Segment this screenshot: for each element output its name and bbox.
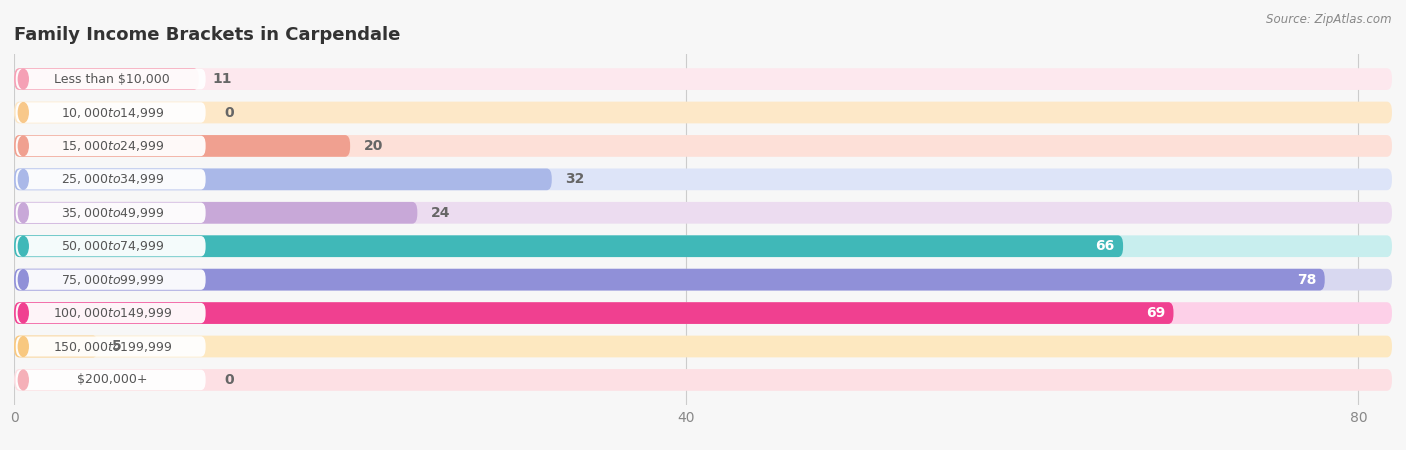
Text: Less than $10,000: Less than $10,000 bbox=[55, 72, 170, 86]
Text: 11: 11 bbox=[212, 72, 232, 86]
Text: 5: 5 bbox=[111, 339, 121, 354]
Text: 24: 24 bbox=[430, 206, 450, 220]
FancyBboxPatch shape bbox=[14, 202, 1392, 224]
FancyBboxPatch shape bbox=[14, 369, 1392, 391]
Circle shape bbox=[18, 69, 28, 89]
Circle shape bbox=[18, 203, 28, 223]
FancyBboxPatch shape bbox=[14, 302, 1174, 324]
FancyBboxPatch shape bbox=[14, 302, 1392, 324]
FancyBboxPatch shape bbox=[14, 168, 1392, 190]
FancyBboxPatch shape bbox=[14, 202, 418, 224]
FancyBboxPatch shape bbox=[14, 168, 551, 190]
Text: $50,000 to $74,999: $50,000 to $74,999 bbox=[60, 239, 165, 253]
Circle shape bbox=[18, 303, 28, 323]
Text: 32: 32 bbox=[565, 172, 585, 186]
Text: $100,000 to $149,999: $100,000 to $149,999 bbox=[52, 306, 172, 320]
Text: Source: ZipAtlas.com: Source: ZipAtlas.com bbox=[1267, 14, 1392, 27]
FancyBboxPatch shape bbox=[15, 202, 205, 223]
FancyBboxPatch shape bbox=[14, 269, 1324, 291]
Text: $25,000 to $34,999: $25,000 to $34,999 bbox=[60, 172, 165, 186]
Text: Family Income Brackets in Carpendale: Family Income Brackets in Carpendale bbox=[14, 26, 401, 44]
FancyBboxPatch shape bbox=[15, 136, 205, 156]
FancyBboxPatch shape bbox=[15, 270, 205, 290]
FancyBboxPatch shape bbox=[14, 235, 1123, 257]
FancyBboxPatch shape bbox=[14, 135, 350, 157]
Circle shape bbox=[18, 236, 28, 256]
FancyBboxPatch shape bbox=[14, 336, 98, 357]
FancyBboxPatch shape bbox=[15, 370, 205, 390]
Text: $35,000 to $49,999: $35,000 to $49,999 bbox=[60, 206, 165, 220]
Circle shape bbox=[18, 136, 28, 156]
Text: $75,000 to $99,999: $75,000 to $99,999 bbox=[60, 273, 165, 287]
Text: 20: 20 bbox=[364, 139, 382, 153]
FancyBboxPatch shape bbox=[14, 135, 1392, 157]
Text: 78: 78 bbox=[1296, 273, 1316, 287]
Circle shape bbox=[18, 370, 28, 390]
Text: 0: 0 bbox=[224, 105, 233, 120]
FancyBboxPatch shape bbox=[15, 102, 205, 123]
Circle shape bbox=[18, 270, 28, 289]
Circle shape bbox=[18, 337, 28, 356]
FancyBboxPatch shape bbox=[15, 169, 205, 189]
Text: $150,000 to $199,999: $150,000 to $199,999 bbox=[52, 339, 172, 354]
FancyBboxPatch shape bbox=[14, 235, 1392, 257]
Text: 0: 0 bbox=[224, 373, 233, 387]
Text: $10,000 to $14,999: $10,000 to $14,999 bbox=[60, 105, 165, 120]
FancyBboxPatch shape bbox=[14, 102, 1392, 123]
Text: 66: 66 bbox=[1095, 239, 1115, 253]
FancyBboxPatch shape bbox=[14, 68, 198, 90]
Circle shape bbox=[18, 170, 28, 189]
FancyBboxPatch shape bbox=[15, 336, 205, 357]
Text: $15,000 to $24,999: $15,000 to $24,999 bbox=[60, 139, 165, 153]
FancyBboxPatch shape bbox=[14, 336, 1392, 357]
FancyBboxPatch shape bbox=[14, 68, 1392, 90]
Circle shape bbox=[18, 103, 28, 122]
FancyBboxPatch shape bbox=[15, 236, 205, 256]
FancyBboxPatch shape bbox=[15, 69, 205, 89]
Text: $200,000+: $200,000+ bbox=[77, 374, 148, 387]
Text: 69: 69 bbox=[1146, 306, 1166, 320]
FancyBboxPatch shape bbox=[15, 303, 205, 323]
FancyBboxPatch shape bbox=[14, 269, 1392, 291]
